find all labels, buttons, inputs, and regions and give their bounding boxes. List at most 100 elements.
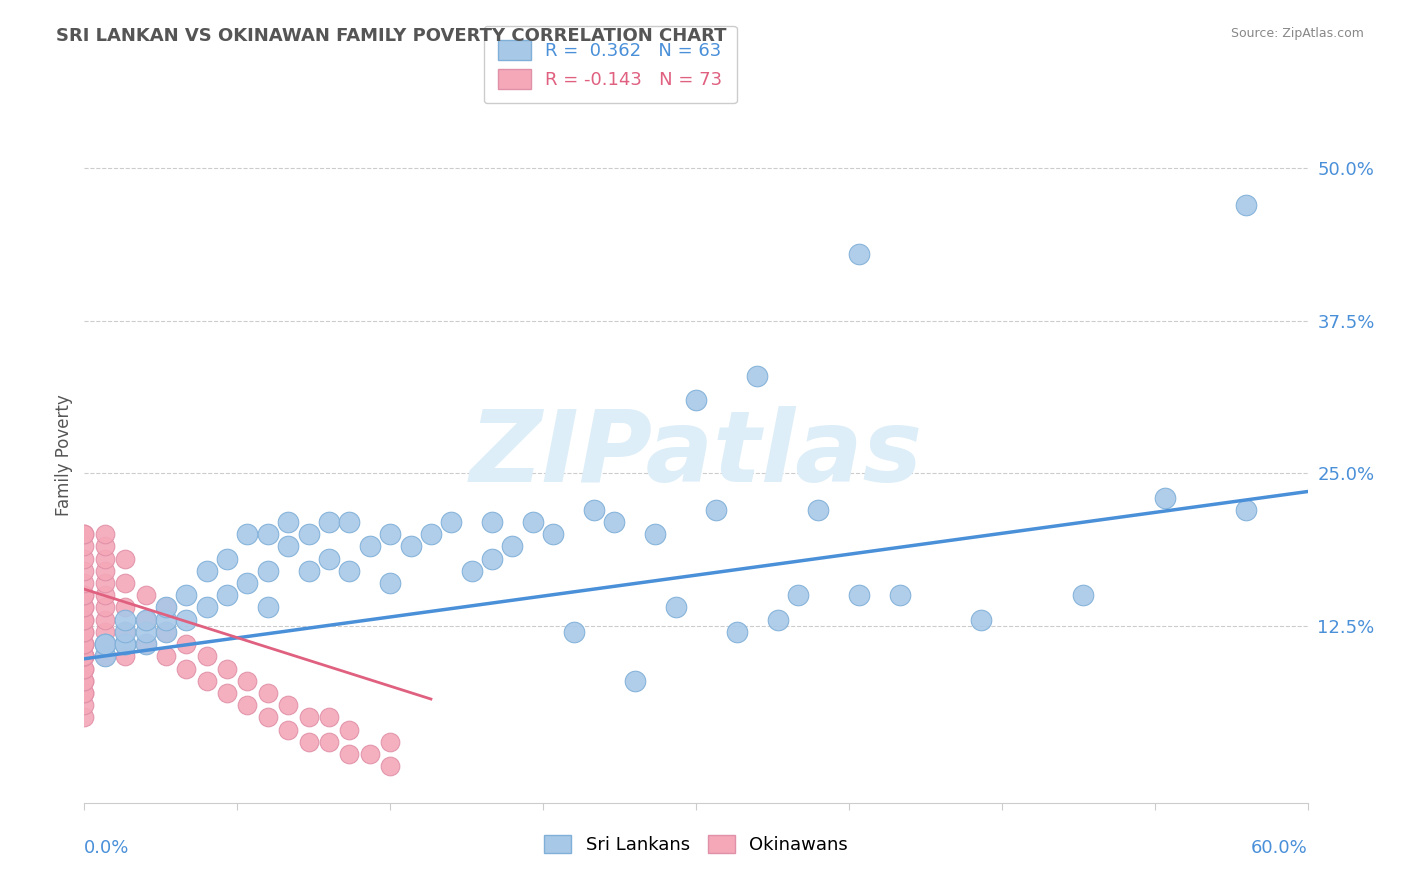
- Point: [135, 613, 157, 627]
- Point: [236, 698, 259, 713]
- Point: [848, 588, 870, 602]
- Point: [277, 723, 299, 737]
- Point: [93, 637, 115, 651]
- Point: [73, 661, 96, 675]
- Point: [236, 673, 259, 688]
- Point: [73, 661, 96, 675]
- Point: [73, 686, 96, 700]
- Text: 60.0%: 60.0%: [1251, 839, 1308, 857]
- Point: [93, 588, 115, 602]
- Point: [685, 392, 707, 407]
- Point: [277, 540, 299, 554]
- Point: [174, 588, 197, 602]
- Point: [257, 686, 280, 700]
- Point: [73, 637, 96, 651]
- Point: [807, 503, 830, 517]
- Point: [1236, 503, 1258, 517]
- Point: [318, 710, 340, 724]
- Point: [195, 649, 218, 664]
- Point: [93, 637, 115, 651]
- Point: [1154, 491, 1177, 505]
- Point: [114, 637, 136, 651]
- Point: [380, 527, 402, 541]
- Point: [298, 735, 321, 749]
- Point: [93, 613, 115, 627]
- Point: [174, 661, 197, 675]
- Point: [1236, 197, 1258, 211]
- Point: [73, 613, 96, 627]
- Point: [73, 649, 96, 664]
- Point: [339, 723, 361, 737]
- Point: [399, 540, 422, 554]
- Point: [114, 613, 136, 627]
- Point: [135, 637, 157, 651]
- Point: [174, 637, 197, 651]
- Point: [195, 673, 218, 688]
- Point: [114, 576, 136, 591]
- Point: [1073, 588, 1095, 602]
- Point: [93, 649, 115, 664]
- Point: [73, 600, 96, 615]
- Point: [461, 564, 484, 578]
- Point: [73, 551, 96, 566]
- Point: [73, 637, 96, 651]
- Point: [787, 588, 810, 602]
- Point: [195, 564, 218, 578]
- Point: [114, 624, 136, 639]
- Point: [706, 503, 728, 517]
- Point: [155, 649, 177, 664]
- Point: [257, 710, 280, 724]
- Text: 0.0%: 0.0%: [84, 839, 129, 857]
- Point: [665, 600, 688, 615]
- Point: [93, 540, 115, 554]
- Point: [73, 624, 96, 639]
- Point: [747, 368, 769, 383]
- Point: [73, 649, 96, 664]
- Point: [155, 624, 177, 639]
- Point: [380, 759, 402, 773]
- Point: [114, 624, 136, 639]
- Point: [522, 515, 544, 529]
- Point: [440, 515, 463, 529]
- Point: [135, 624, 157, 639]
- Point: [277, 698, 299, 713]
- Point: [236, 527, 259, 541]
- Point: [359, 747, 381, 761]
- Point: [420, 527, 443, 541]
- Point: [543, 527, 565, 541]
- Point: [298, 527, 321, 541]
- Point: [889, 588, 911, 602]
- Point: [298, 564, 321, 578]
- Point: [73, 600, 96, 615]
- Point: [155, 600, 177, 615]
- Point: [217, 661, 239, 675]
- Point: [135, 613, 157, 627]
- Point: [236, 576, 259, 591]
- Point: [217, 588, 239, 602]
- Point: [318, 515, 340, 529]
- Text: SRI LANKAN VS OKINAWAN FAMILY POVERTY CORRELATION CHART: SRI LANKAN VS OKINAWAN FAMILY POVERTY CO…: [56, 27, 727, 45]
- Point: [502, 540, 524, 554]
- Point: [583, 503, 606, 517]
- Point: [725, 624, 748, 639]
- Point: [380, 735, 402, 749]
- Point: [73, 637, 96, 651]
- Point: [217, 686, 239, 700]
- Point: [73, 527, 96, 541]
- Point: [73, 649, 96, 664]
- Point: [217, 551, 239, 566]
- Point: [155, 600, 177, 615]
- Point: [195, 600, 218, 615]
- Point: [318, 735, 340, 749]
- Point: [73, 624, 96, 639]
- Text: ZIPatlas: ZIPatlas: [470, 407, 922, 503]
- Point: [481, 551, 503, 566]
- Point: [93, 624, 115, 639]
- Point: [73, 588, 96, 602]
- Point: [970, 613, 993, 627]
- Y-axis label: Family Poverty: Family Poverty: [55, 394, 73, 516]
- Point: [93, 637, 115, 651]
- Point: [155, 624, 177, 639]
- Point: [73, 673, 96, 688]
- Point: [73, 710, 96, 724]
